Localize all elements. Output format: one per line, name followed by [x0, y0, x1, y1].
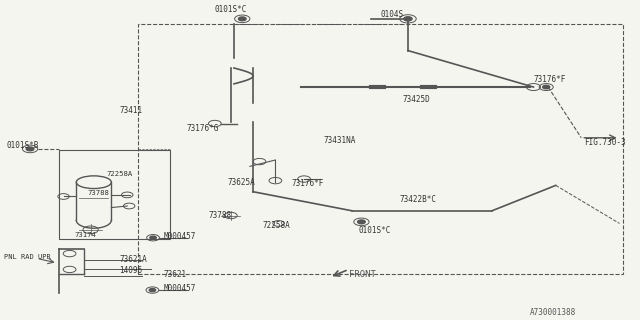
- Text: 73788: 73788: [209, 211, 232, 220]
- Text: 72258A: 72258A: [262, 220, 291, 229]
- Text: PNL RAD UPR: PNL RAD UPR: [4, 254, 51, 260]
- Bar: [59, 150, 170, 239]
- Text: M000457: M000457: [164, 232, 196, 241]
- Text: 72258A: 72258A: [106, 171, 132, 177]
- Text: 0101S*C: 0101S*C: [358, 226, 390, 235]
- Text: 73621A: 73621A: [119, 255, 147, 264]
- Text: 14096: 14096: [119, 266, 142, 275]
- Text: 0104S: 0104S: [381, 10, 404, 19]
- Text: 73625A: 73625A: [228, 178, 255, 187]
- Text: 0101S*B: 0101S*B: [6, 141, 39, 150]
- Circle shape: [543, 85, 550, 89]
- Circle shape: [358, 220, 365, 224]
- Text: A730001388: A730001388: [531, 308, 577, 317]
- Text: 73788: 73788: [88, 190, 109, 196]
- Text: 73176*G: 73176*G: [186, 124, 218, 133]
- Text: 73621: 73621: [164, 270, 187, 279]
- Circle shape: [150, 236, 156, 239]
- Text: 73176*F: 73176*F: [534, 75, 566, 84]
- Circle shape: [149, 288, 156, 292]
- Text: 73431NA: 73431NA: [323, 136, 356, 146]
- Circle shape: [26, 147, 34, 151]
- Text: 73176*F: 73176*F: [291, 179, 324, 188]
- Text: 0101S*C: 0101S*C: [215, 5, 247, 14]
- Text: 73425D: 73425D: [403, 95, 431, 104]
- Text: 73422B*C: 73422B*C: [399, 195, 436, 204]
- Circle shape: [404, 17, 412, 21]
- Text: 73174: 73174: [75, 232, 97, 237]
- Bar: [138, 24, 623, 274]
- Text: 73411: 73411: [119, 106, 142, 115]
- Text: FRONT: FRONT: [349, 270, 376, 279]
- Text: M000457: M000457: [164, 284, 196, 293]
- Circle shape: [239, 17, 246, 21]
- Text: FIG.730-3: FIG.730-3: [584, 138, 626, 147]
